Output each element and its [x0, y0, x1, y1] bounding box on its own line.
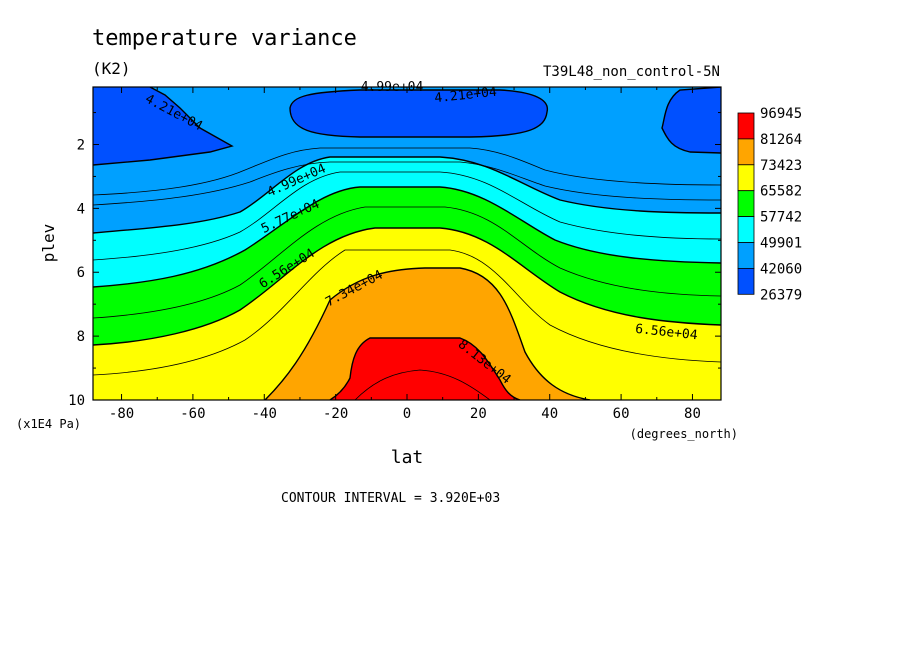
colorbar-swatch: [737, 267, 755, 295]
colorbar-swatch: [737, 164, 755, 192]
band-26379-42060-center: [290, 90, 548, 137]
colorbar: 96945 81264 73423 65582 57742 49901 42060 26379: [737, 106, 802, 303]
colorbar-label: 65582: [760, 184, 802, 200]
colorbar-label: 49901: [760, 236, 802, 252]
contour-label-3: 4.21e+04: [434, 85, 498, 106]
contour-label-9: 6.56e+04: [634, 322, 698, 343]
contour-line-3: [93, 171, 721, 261]
contour-boundary-2: [289, 89, 549, 138]
contour-boundary-8: [329, 337, 521, 400]
contour-fill-bands: [93, 87, 721, 400]
x-tick-label: 40: [541, 406, 558, 422]
x-tick-label: -40: [252, 406, 277, 422]
y-tick-label: 6: [77, 265, 85, 281]
y-tick-label: 2: [77, 137, 85, 153]
band-26379-42060-left: [93, 87, 232, 165]
x-tick-label: 20: [470, 406, 487, 422]
y-axis-label: plev: [39, 224, 58, 263]
contour-line-4: [93, 206, 721, 319]
contour-boundary-1: [93, 87, 234, 166]
band-73423-81264: [265, 268, 590, 400]
colorbar-swatch: [737, 138, 755, 166]
colorbar-label: 81264: [760, 132, 802, 148]
y-tick-label: 4: [77, 201, 85, 217]
colorbar-label: 73423: [760, 158, 802, 174]
colorbar-swatch: [737, 112, 755, 140]
x-tick-label: 0: [403, 406, 411, 422]
contour-lines: [93, 87, 721, 400]
colorbar-label: 26379: [760, 287, 802, 303]
contour-line-5: [93, 249, 721, 376]
y-axis-units: (x1E4 Pa): [16, 417, 81, 431]
colorbar-label: 96945: [760, 106, 802, 122]
colorbar-label: 57742: [760, 210, 802, 226]
x-axis-units: (degrees_north): [630, 427, 738, 441]
colorbar-label: 42060: [760, 261, 802, 277]
colorbar-swatch: [737, 242, 755, 269]
y-axis-ticks: 2 4 6 8 10: [68, 112, 721, 409]
contour-line-6: [354, 369, 491, 400]
contour-boundary-3: [661, 87, 721, 154]
x-axis-label: lat: [391, 447, 424, 468]
x-tick-label: 80: [684, 406, 701, 422]
contour-boundary-5: [93, 186, 721, 288]
x-tick-label: 60: [613, 406, 630, 422]
dataset-label: T39L48_non_control-5N: [543, 64, 720, 80]
x-tick-label: -60: [180, 406, 205, 422]
chart-units: (K2): [92, 59, 131, 78]
contour-boundary-7: [264, 267, 591, 400]
colorbar-swatch: [737, 216, 755, 243]
x-tick-label: -20: [323, 406, 348, 422]
contour-boundary-4: [93, 156, 721, 234]
contour-line-1: [93, 147, 721, 196]
band-26379-42060-right: [662, 87, 721, 153]
band-81264-96945: [330, 338, 520, 400]
y-tick-label: 8: [77, 329, 85, 345]
contour-line-2: [93, 161, 721, 206]
chart-title: temperature variance: [92, 26, 357, 51]
y-tick-label: 10: [68, 393, 85, 409]
x-tick-label: -80: [109, 406, 134, 422]
contour-boundary-6: [93, 227, 721, 346]
x-axis-ticks: -80 -60 -40 -20 0 20 40 60 80: [109, 87, 701, 422]
colorbar-swatch: [737, 190, 755, 217]
contour-interval-note: CONTOUR INTERVAL = 3.920E+03: [281, 491, 500, 506]
